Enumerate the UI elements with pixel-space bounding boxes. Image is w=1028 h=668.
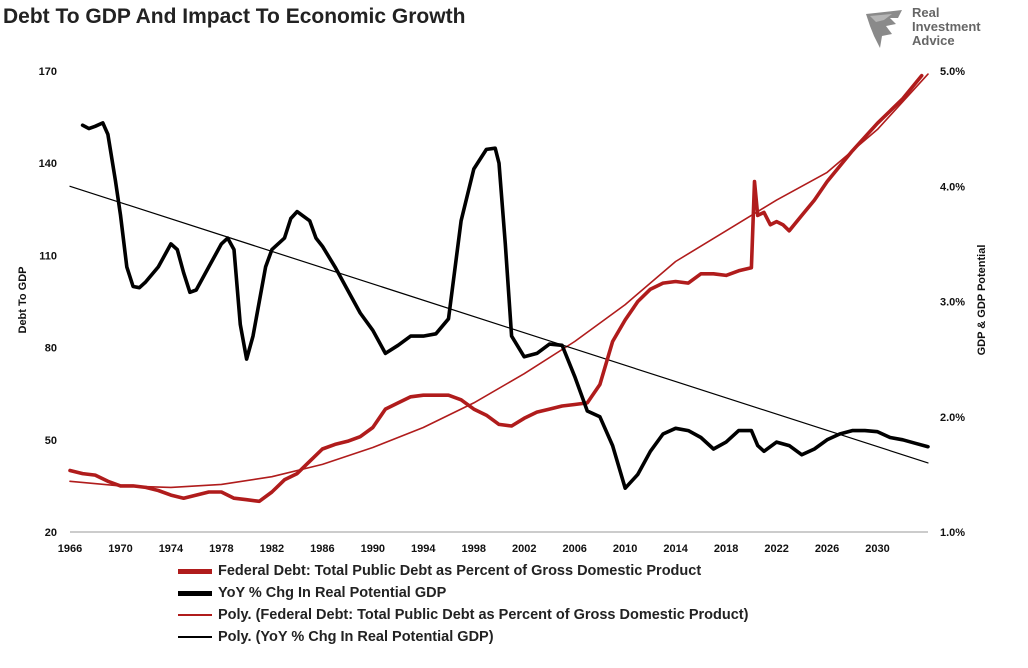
legend-label: Federal Debt: Total Public Debt as Perce… xyxy=(218,563,702,579)
legend-swatch-gdp-trend xyxy=(178,636,212,638)
x-tick-label: 1982 xyxy=(260,543,284,555)
x-tick-label: 2006 xyxy=(562,543,586,555)
y-tick-label-left: 80 xyxy=(45,343,57,355)
legend-item-gdp-trend: Poly. (YoY % Chg In Real Potential GDP) xyxy=(178,626,748,648)
y-tick-label-right: 4.0% xyxy=(940,181,965,193)
x-tick-label: 1970 xyxy=(108,543,132,555)
y-tick-label-left: 110 xyxy=(39,250,57,262)
x-tick-label: 2014 xyxy=(663,543,688,555)
x-tick-label: 1998 xyxy=(462,543,486,555)
x-tick-label: 2018 xyxy=(714,543,738,555)
real-investment-advice-logo: Real Investment Advice xyxy=(862,6,1012,52)
trendline-gdp xyxy=(69,185,929,464)
legend-label: YoY % Chg In Real Potential GDP xyxy=(218,585,447,601)
y-tick-label-left: 140 xyxy=(39,158,57,170)
x-tick-label: 1990 xyxy=(361,543,385,555)
legend-swatch-debt xyxy=(178,568,212,574)
y-tick-label-right: 5.0% xyxy=(940,66,965,78)
x-tick-label: 1974 xyxy=(159,543,184,555)
logo-text-line: Advice xyxy=(912,33,955,48)
y-tick-label-right: 2.0% xyxy=(940,412,965,424)
y-tick-label-left: 20 xyxy=(45,527,57,539)
logo-text: Real Investment Advice xyxy=(912,6,981,48)
x-tick-label: 1994 xyxy=(411,543,436,555)
legend: Federal Debt: Total Public Debt as Perce… xyxy=(178,560,748,648)
legend-label: Poly. (YoY % Chg In Real Potential GDP) xyxy=(218,629,494,645)
x-tick-label: 2026 xyxy=(815,543,839,555)
y-axis-title-left: Debt To GDP xyxy=(17,266,29,333)
y-tick-label-left: 170 xyxy=(39,66,57,78)
y-tick-label-right: 1.0% xyxy=(940,527,965,539)
x-tick-label: 2030 xyxy=(865,543,889,555)
legend-label: Poly. (Federal Debt: Total Public Debt a… xyxy=(218,607,749,623)
logo-text-line: Investment xyxy=(912,19,981,34)
legend-item-debt: Federal Debt: Total Public Debt as Perce… xyxy=(178,560,748,582)
logo-text-line: Real xyxy=(912,5,940,20)
x-tick-label: 1966 xyxy=(58,543,82,555)
y-axis-title-right: GDP & GDP Potential xyxy=(976,245,988,356)
series-layer xyxy=(68,73,930,504)
x-tick-label: 1978 xyxy=(209,543,233,555)
legend-item-gdp: YoY % Chg In Real Potential GDP xyxy=(178,582,748,604)
x-tick-label: 2022 xyxy=(764,543,788,555)
x-tick-label: 2002 xyxy=(512,543,536,555)
series-debt-line xyxy=(68,73,924,504)
x-tick-label: 2010 xyxy=(613,543,637,555)
y-tick-labels-left: 20 50 80 110 140 170 xyxy=(39,66,57,539)
legend-swatch-debt-trend xyxy=(178,614,212,616)
x-tick-label: 1986 xyxy=(310,543,334,555)
trendline-debt xyxy=(69,73,929,489)
x-tick-labels: 1966 1970 1974 1978 1982 1986 1990 1994 1998 2002… xyxy=(58,543,890,555)
chart-title: Debt To GDP And Impact To Economic Growt… xyxy=(3,5,466,28)
y-tick-label-right: 3.0% xyxy=(940,297,965,309)
y-tick-labels-right: 1.0% 2.0% 3.0% 4.0% 5.0% xyxy=(940,66,965,539)
series-gdp-line xyxy=(80,121,930,490)
y-tick-label-left: 50 xyxy=(45,435,57,447)
legend-item-debt-trend: Poly. (Federal Debt: Total Public Debt a… xyxy=(178,604,748,626)
legend-swatch-gdp xyxy=(178,590,212,596)
eagle-icon xyxy=(866,10,902,48)
